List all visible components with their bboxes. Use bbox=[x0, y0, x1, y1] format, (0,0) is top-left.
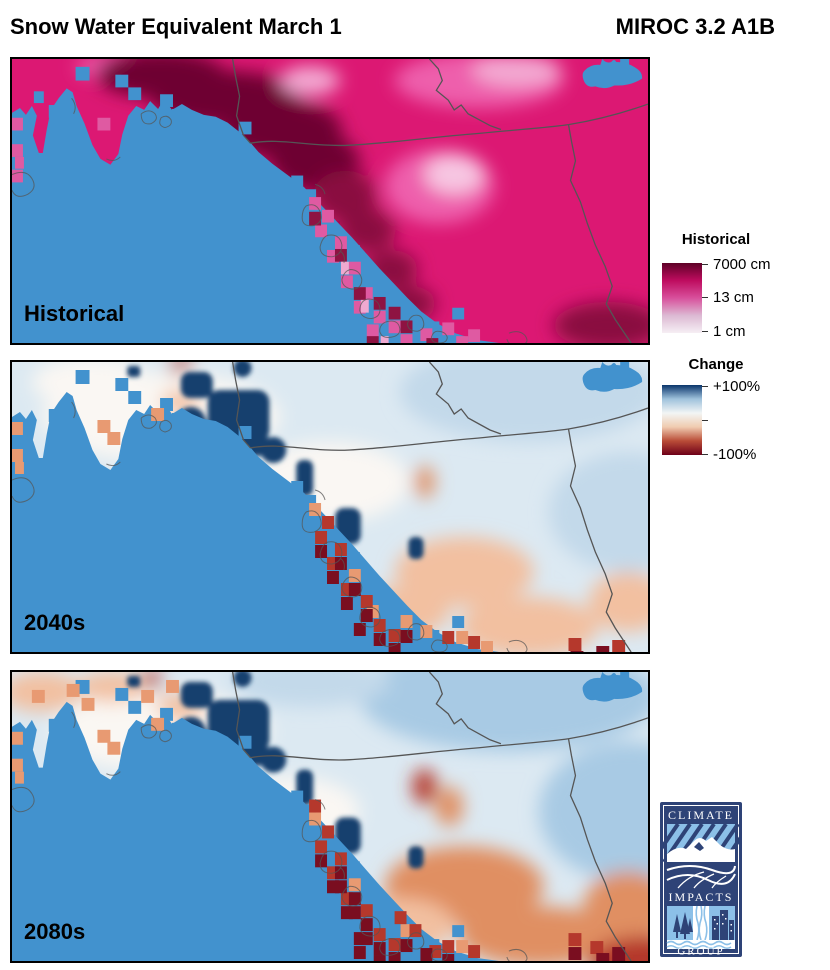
logo-text-climate: CLIMATE bbox=[668, 808, 734, 822]
legend-change-colorbar bbox=[662, 385, 702, 455]
model-scenario-label: MIROC 3.2 A1B bbox=[615, 14, 775, 39]
change-2080s-map bbox=[12, 672, 648, 961]
change-2040s-map bbox=[12, 362, 648, 652]
logo-mountain-scene bbox=[650, 822, 752, 864]
map-panel-historical: Historical bbox=[10, 57, 650, 345]
change-2080s-grid-cells bbox=[12, 679, 647, 961]
legend-tick-label: -100% bbox=[713, 446, 757, 463]
map-period-label: 2080s bbox=[24, 919, 86, 944]
legend-tick-label: 1 cm bbox=[713, 323, 746, 340]
legend-tick-label: 13 cm bbox=[713, 289, 754, 306]
historical-shading bbox=[76, 59, 648, 343]
climate-impacts-group-logo: CLIMATE IMPACTS bbox=[650, 802, 752, 958]
page-title: Snow Water Equivalent March 1 bbox=[10, 14, 342, 39]
legend-historical-colorbar bbox=[662, 263, 702, 333]
map-panel-2040s: 2040s bbox=[10, 360, 650, 654]
legend-historical: Historical 7000 cm 13 cm 1 cm bbox=[660, 231, 780, 341]
legend-tick-label: +100% bbox=[713, 378, 761, 395]
logo-fields-scene bbox=[666, 862, 736, 889]
legend-change-title: Change bbox=[688, 356, 744, 373]
map-panel-2080s: 2080s bbox=[10, 670, 650, 963]
map-period-label: 2040s bbox=[24, 610, 86, 635]
legend-historical-title: Historical bbox=[681, 231, 751, 248]
logo-text-impacts: IMPACTS bbox=[669, 890, 734, 904]
legend-tick-label: 7000 cm bbox=[713, 256, 771, 273]
legend-change: Change +100% -100% bbox=[660, 356, 780, 466]
historical-swe-map bbox=[12, 59, 648, 343]
logo-forest-city-scene bbox=[666, 905, 735, 950]
map-period-label: Historical bbox=[24, 301, 125, 326]
logo-text-group: GROUP bbox=[677, 946, 724, 958]
